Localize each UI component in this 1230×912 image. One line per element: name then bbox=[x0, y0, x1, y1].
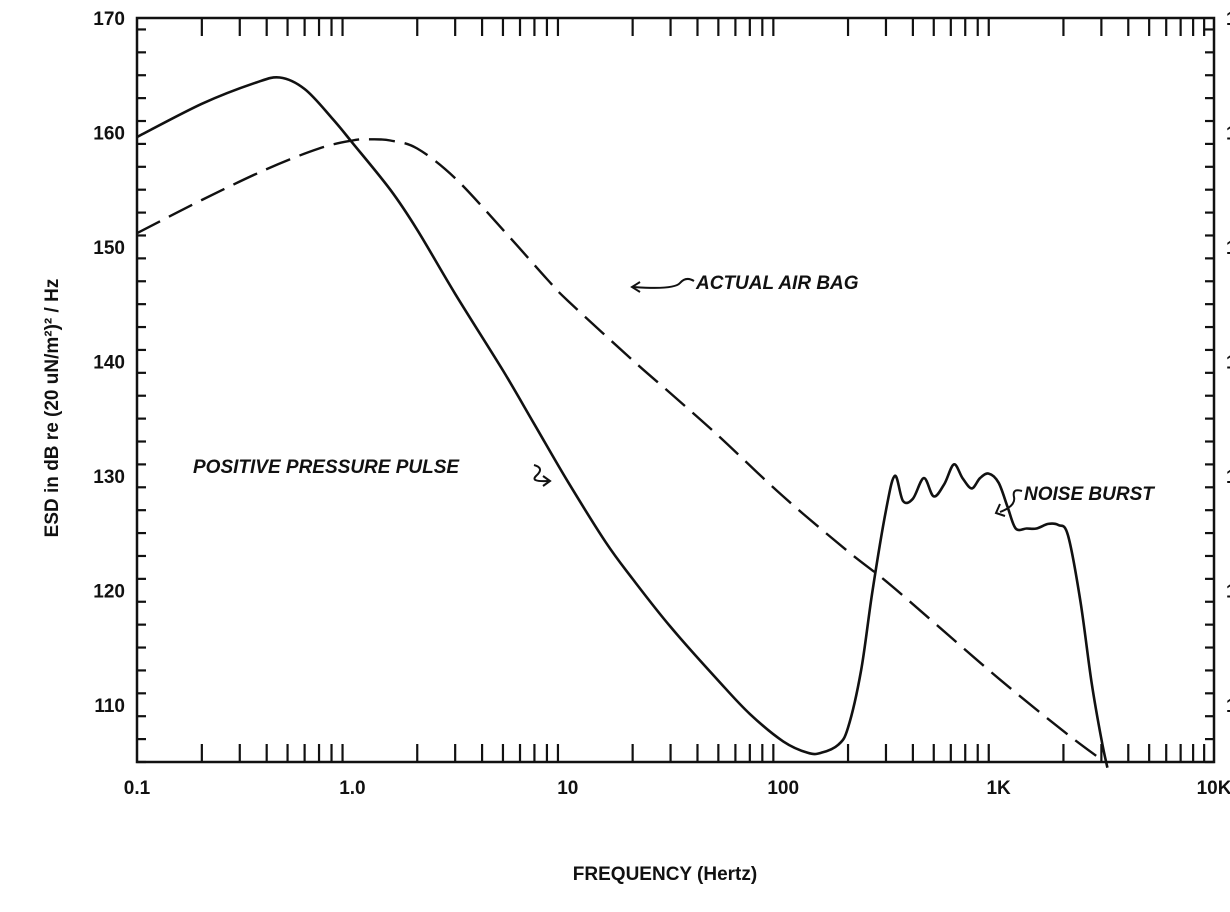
annotation-noise-burst-arrowhead bbox=[994, 503, 1006, 517]
x-tick-label: 10K bbox=[1197, 778, 1230, 799]
series-layer bbox=[136, 76, 1109, 768]
y-tick-label: 130 bbox=[93, 467, 125, 488]
x-tick-label: 10 bbox=[557, 778, 578, 799]
y-tick-label: 170 bbox=[93, 9, 125, 30]
annotation-noise-burst-arrow bbox=[999, 489, 1023, 513]
axis-ticks bbox=[137, 18, 1214, 764]
x-tick-label: 100 bbox=[767, 778, 799, 799]
annotation-positive-pressure-pulse-arrowhead bbox=[542, 475, 552, 487]
plot-frame bbox=[135, 16, 1216, 764]
y-tick-label-right: 170 bbox=[1226, 9, 1230, 30]
x-axis-title: FREQUENCY (Hertz) bbox=[573, 864, 757, 885]
y-tick-label-right: 160 bbox=[1226, 123, 1230, 144]
y-tick-label: 150 bbox=[93, 238, 125, 259]
axis-tick-labels: 110 110 120 120 130 130 140 140 150 150 160 160 170 1… bbox=[93, 9, 1230, 799]
y-tick-label-right: 150 bbox=[1226, 238, 1230, 259]
annotation-positive-pressure-pulse-arrow bbox=[533, 464, 549, 483]
annotation-actual-air-bag: ACTUAL AIR BAG bbox=[695, 273, 859, 294]
x-tick-label: 0.1 bbox=[124, 778, 151, 799]
x-tick-label: 1.0 bbox=[339, 778, 365, 799]
y-tick-label: 140 bbox=[93, 352, 125, 373]
series-line-positive-pressure-pulse bbox=[136, 76, 1109, 768]
y-tick-label-right: 130 bbox=[1226, 467, 1230, 488]
series-line-actual-air-bag bbox=[136, 138, 1103, 761]
y-tick-label: 160 bbox=[93, 123, 125, 144]
y-tick-label-right: 110 bbox=[1226, 696, 1230, 717]
y-axis-title: ESD in dB re (20 uN/m²)² / Hz bbox=[42, 279, 63, 538]
annotation-noise-burst: NOISE BURST bbox=[1024, 484, 1155, 505]
x-tick-label: 1K bbox=[986, 778, 1011, 799]
y-tick-label-right: 140 bbox=[1226, 352, 1230, 373]
y-tick-label: 110 bbox=[94, 696, 125, 717]
annotation-actual-air-bag-arrow bbox=[633, 277, 695, 289]
annotation-actual-air-bag-arrowhead bbox=[630, 281, 641, 293]
y-tick-label: 120 bbox=[93, 581, 125, 602]
y-tick-label-right: 120 bbox=[1226, 581, 1230, 602]
annotation-positive-pressure-pulse: POSITIVE PRESSURE PULSE bbox=[193, 457, 460, 478]
